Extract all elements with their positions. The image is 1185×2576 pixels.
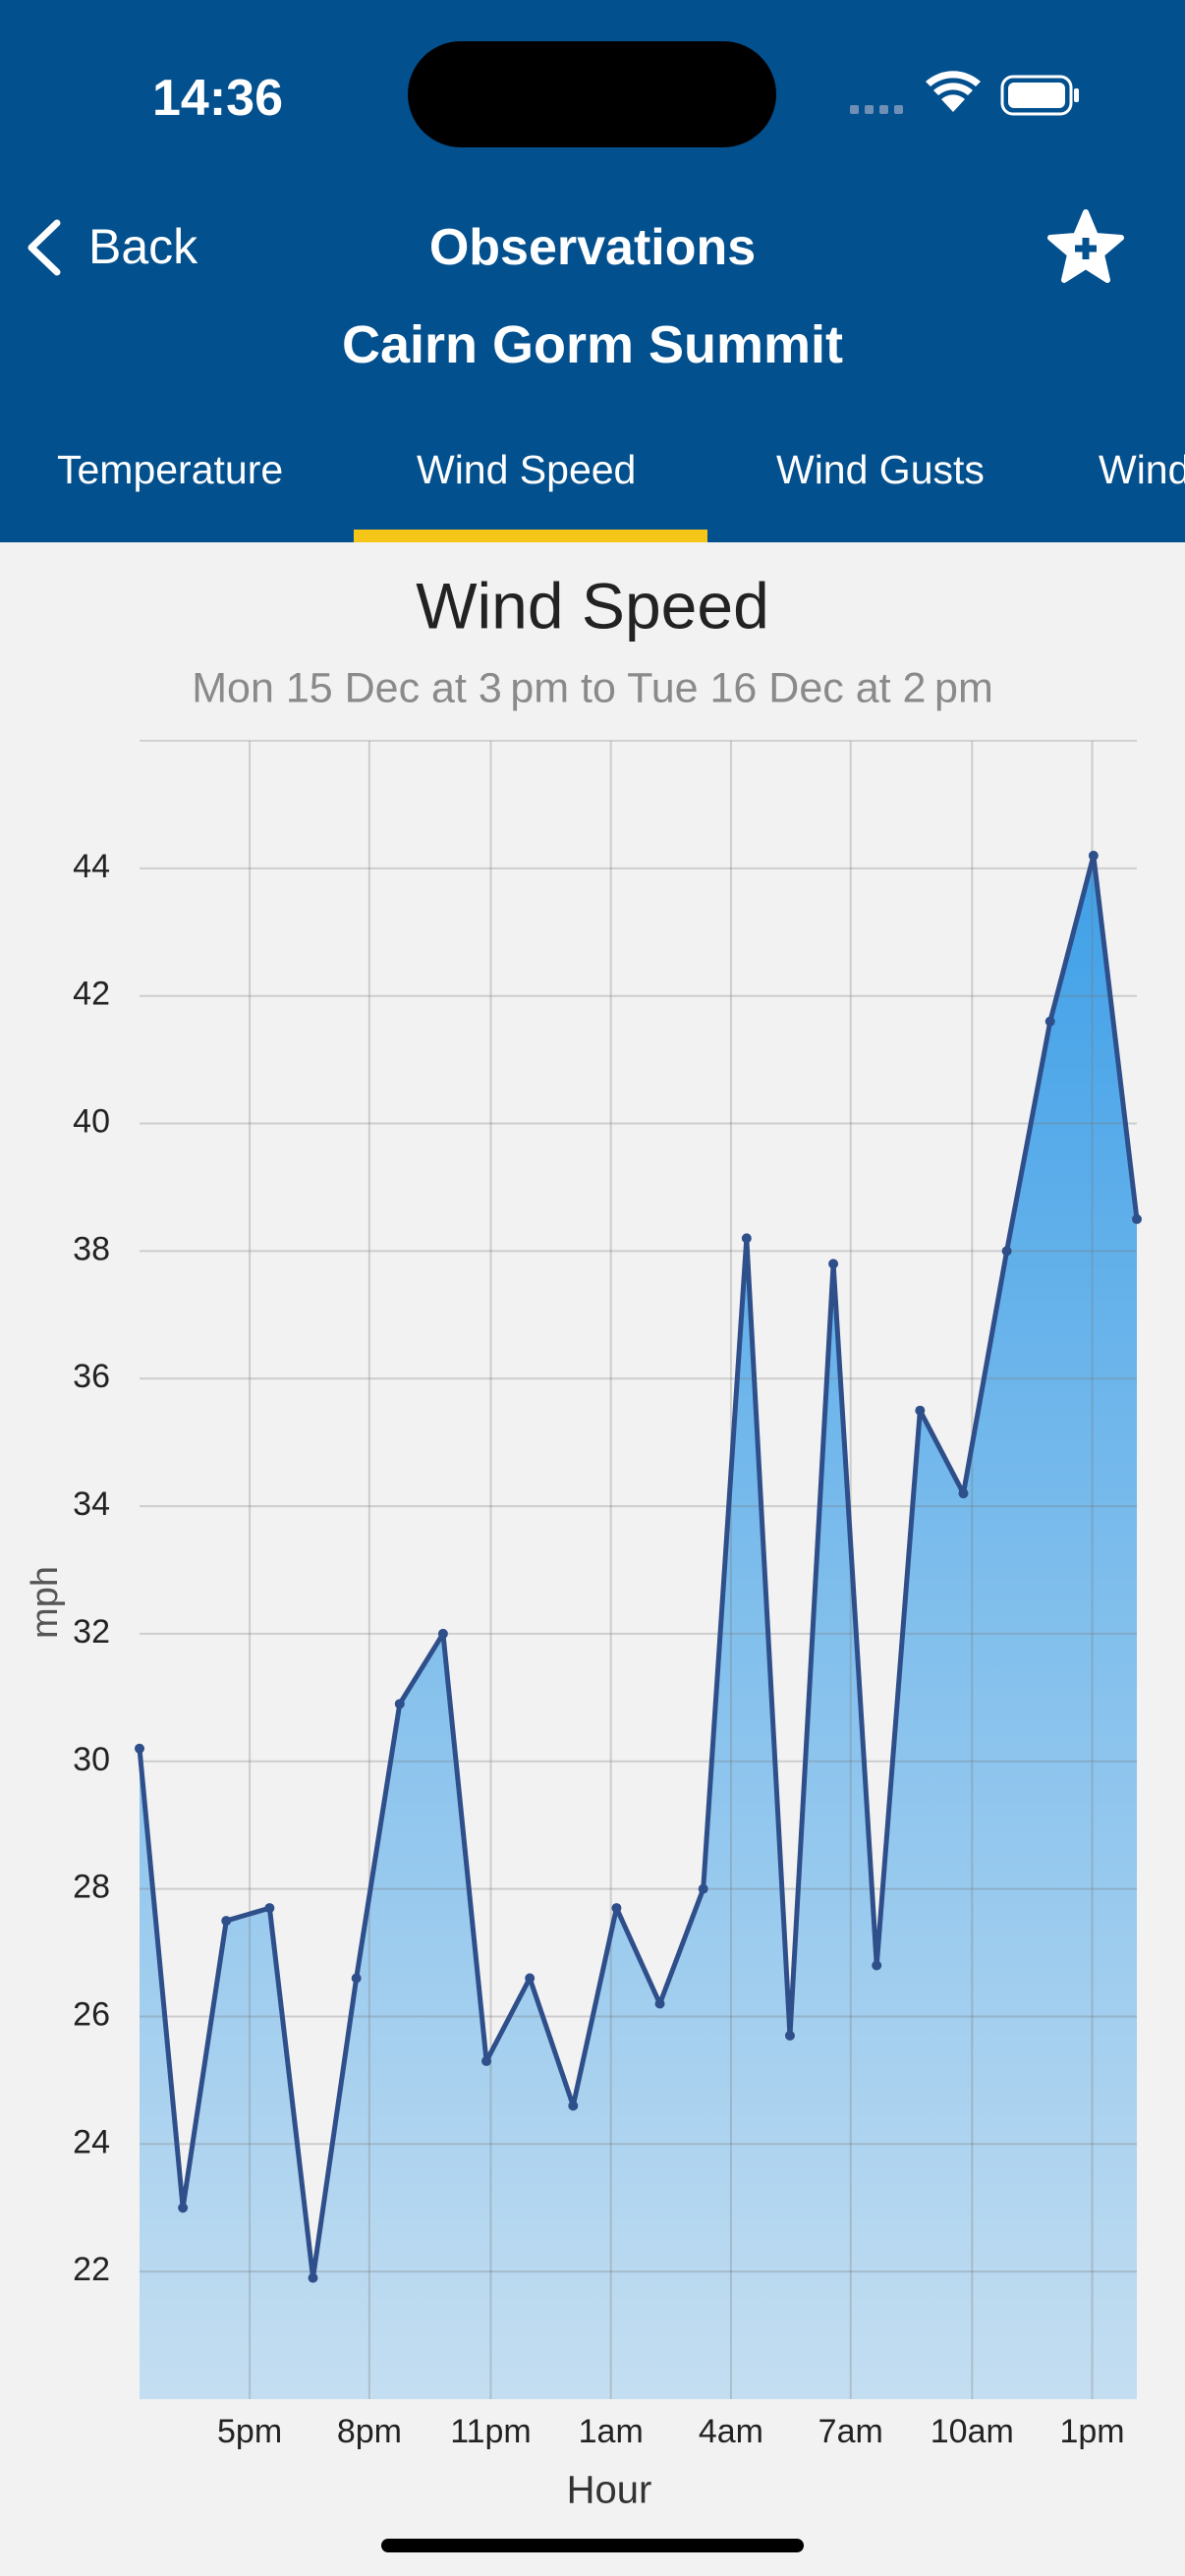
header: 14:36 Back Observations Cairn Gorm Summi… <box>0 0 1185 542</box>
y-tick-label: 44 <box>73 848 110 885</box>
point <box>784 2030 795 2041</box>
y-tick-label: 30 <box>73 1741 110 1778</box>
back-button[interactable]: Back <box>88 219 198 274</box>
x-tick-label: 11pm <box>450 2413 532 2450</box>
point <box>264 1903 275 1914</box>
page-title: Observations <box>428 219 757 276</box>
x-tick-label: 7am <box>818 2413 883 2450</box>
point <box>308 2272 318 2283</box>
point <box>1044 1016 1055 1027</box>
point <box>915 1405 926 1416</box>
y-tick-label: 32 <box>73 1613 110 1651</box>
point <box>958 1488 969 1499</box>
point <box>568 2100 579 2111</box>
y-tick-label: 42 <box>73 976 110 1013</box>
point <box>481 2055 492 2066</box>
point <box>1001 1246 1012 1257</box>
y-tick-label: 38 <box>73 1230 110 1267</box>
chart-subtitle: Mon 15 Dec at 3 pm to Tue 16 Dec at 2 pm <box>192 664 993 711</box>
point <box>437 1628 448 1639</box>
x-tick-label: 5pm <box>217 2413 282 2450</box>
point <box>1132 1213 1142 1224</box>
y-tick-label: 34 <box>73 1485 110 1523</box>
y-tick-label: 40 <box>73 1103 110 1141</box>
y-tick-label: 36 <box>73 1358 110 1395</box>
point <box>525 1973 536 1984</box>
point <box>135 1743 144 1754</box>
y-tick-label: 26 <box>73 1995 110 2033</box>
tab-active[interactable]: Wind Speed <box>417 447 637 492</box>
point <box>872 1960 882 1971</box>
tab[interactable]: Wind Direction <box>1099 447 1185 492</box>
status-icons <box>850 71 1079 116</box>
point <box>654 1998 665 2009</box>
point <box>394 1699 405 1709</box>
chart: Wind Speed Mon 15 Dec at 3 pm to Tue 16 … <box>25 569 1142 2512</box>
point <box>178 2203 189 2213</box>
point <box>1088 850 1099 861</box>
back-chevron[interactable] <box>22 218 66 277</box>
point <box>221 1916 232 1927</box>
home-indicator <box>381 2539 804 2552</box>
dynamic-island <box>408 41 776 147</box>
y-tick-label: 28 <box>73 1869 110 1906</box>
chart-title: Wind Speed <box>416 569 769 642</box>
point <box>741 1233 752 1244</box>
y-tick-label: 22 <box>73 2251 110 2288</box>
status-time: 14:36 <box>152 70 283 127</box>
y-tick-label: 24 <box>73 2123 110 2160</box>
x-tick-label: 8pm <box>337 2413 402 2450</box>
area-fill <box>140 855 1137 2399</box>
x-axis-label: Hour <box>567 2469 652 2512</box>
x-tick-label: 4am <box>699 2413 763 2450</box>
x-tick-label: 1am <box>579 2413 644 2450</box>
point <box>698 1883 708 1894</box>
x-tick-label: 10am <box>931 2413 1014 2450</box>
line <box>137 853 1140 2281</box>
x-tick-label: 1pm <box>1059 2413 1124 2450</box>
tab[interactable]: Wind Gusts <box>776 447 985 492</box>
point <box>351 1973 362 1984</box>
tab[interactable]: Temperature <box>57 447 284 492</box>
point <box>611 1903 622 1914</box>
tab-indicator <box>354 530 707 542</box>
station-name: Cairn Gorm Summit <box>341 315 844 374</box>
favourite-button[interactable] <box>1046 208 1125 287</box>
point <box>828 1259 839 1269</box>
y-axis-label: mph <box>25 1566 66 1639</box>
